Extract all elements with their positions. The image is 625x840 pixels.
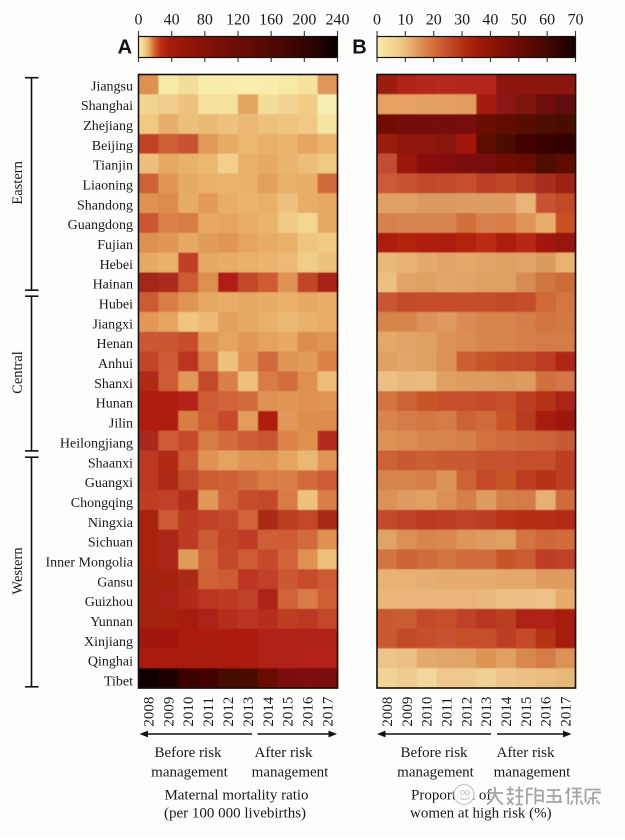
svg-text:Tibet: Tibet bbox=[104, 675, 133, 690]
svg-text:Proportion of: Proportion of bbox=[411, 788, 491, 804]
svg-text:20: 20 bbox=[426, 12, 442, 29]
svg-text:management: management bbox=[494, 765, 571, 781]
svg-text:2008: 2008 bbox=[141, 697, 157, 727]
svg-text:Xinjiang: Xinjiang bbox=[84, 635, 133, 650]
svg-text:2013: 2013 bbox=[241, 697, 257, 727]
svg-text:management: management bbox=[252, 765, 329, 781]
svg-text:2013: 2013 bbox=[479, 697, 495, 727]
svg-text:30: 30 bbox=[454, 12, 470, 29]
svg-text:2012: 2012 bbox=[221, 697, 237, 727]
svg-text:Guangxi: Guangxi bbox=[85, 476, 133, 491]
svg-text:Ningxia: Ningxia bbox=[88, 516, 134, 531]
svg-text:10: 10 bbox=[397, 12, 413, 29]
svg-text:0: 0 bbox=[373, 12, 381, 29]
svg-text:management: management bbox=[397, 765, 474, 781]
svg-text:2014: 2014 bbox=[261, 696, 277, 727]
svg-text:Hainan: Hainan bbox=[93, 278, 133, 293]
svg-text:240: 240 bbox=[326, 12, 350, 29]
svg-text:Beijing: Beijing bbox=[92, 139, 133, 154]
svg-text:120: 120 bbox=[226, 12, 250, 29]
svg-text:Zhejiang: Zhejiang bbox=[83, 119, 133, 134]
svg-text:Before risk: Before risk bbox=[400, 745, 468, 761]
svg-text:160: 160 bbox=[259, 12, 283, 29]
svg-text:2014: 2014 bbox=[499, 696, 515, 727]
svg-text:Before risk: Before risk bbox=[154, 745, 222, 761]
svg-text:Liaoning: Liaoning bbox=[82, 179, 133, 194]
svg-text:Fujian: Fujian bbox=[97, 238, 133, 253]
svg-text:Chongqing: Chongqing bbox=[71, 496, 133, 511]
svg-text:Gansu: Gansu bbox=[97, 575, 133, 590]
svg-text:(per 100 000 livebirths): (per 100 000 livebirths) bbox=[164, 806, 306, 822]
svg-text:2015: 2015 bbox=[519, 697, 535, 727]
svg-text:Guangdong: Guangdong bbox=[68, 218, 133, 233]
svg-text:B: B bbox=[352, 37, 366, 59]
svg-text:After risk: After risk bbox=[497, 745, 555, 761]
svg-text:2008: 2008 bbox=[380, 697, 396, 727]
svg-text:Hubei: Hubei bbox=[99, 298, 133, 313]
svg-text:2017: 2017 bbox=[321, 696, 337, 727]
svg-text:2016: 2016 bbox=[301, 696, 317, 727]
svg-text:40: 40 bbox=[164, 12, 180, 29]
svg-text:Shanxi: Shanxi bbox=[94, 377, 133, 392]
svg-text:Shandong: Shandong bbox=[77, 198, 133, 213]
svg-text:2009: 2009 bbox=[161, 697, 177, 727]
svg-text:70: 70 bbox=[568, 12, 584, 29]
svg-text:2009: 2009 bbox=[400, 697, 416, 727]
svg-text:2015: 2015 bbox=[281, 697, 297, 727]
svg-text:Yunnan: Yunnan bbox=[90, 615, 133, 630]
svg-text:Maternal mortality ratio: Maternal mortality ratio bbox=[164, 788, 308, 804]
svg-text:Jiangxi: Jiangxi bbox=[93, 317, 134, 332]
svg-text:2017: 2017 bbox=[559, 696, 575, 727]
svg-text:Hebei: Hebei bbox=[100, 258, 134, 273]
svg-text:Tianjin: Tianjin bbox=[93, 159, 133, 174]
svg-text:Jiangsu: Jiangsu bbox=[91, 79, 133, 94]
svg-text:Qinghai: Qinghai bbox=[88, 655, 133, 670]
svg-text:management: management bbox=[151, 765, 228, 781]
svg-text:40: 40 bbox=[482, 12, 498, 29]
svg-text:After risk: After risk bbox=[255, 745, 313, 761]
svg-text:Central: Central bbox=[10, 351, 26, 394]
svg-text:2011: 2011 bbox=[439, 697, 455, 726]
svg-text:Shanghai: Shanghai bbox=[81, 99, 133, 114]
svg-text:Western: Western bbox=[10, 547, 26, 595]
svg-text:80: 80 bbox=[197, 12, 213, 29]
svg-text:Eastern: Eastern bbox=[10, 160, 26, 204]
svg-text:Heilongjiang: Heilongjiang bbox=[60, 436, 133, 451]
svg-text:2010: 2010 bbox=[181, 697, 197, 727]
svg-text:200: 200 bbox=[292, 12, 316, 29]
svg-text:Hunan: Hunan bbox=[96, 397, 133, 412]
svg-text:Inner Mongolia: Inner Mongolia bbox=[46, 555, 134, 570]
svg-text:2010: 2010 bbox=[420, 697, 436, 727]
svg-text:Henan: Henan bbox=[96, 337, 133, 352]
svg-text:Jilin: Jilin bbox=[109, 417, 133, 432]
svg-text:Anhui: Anhui bbox=[98, 357, 133, 372]
svg-text:2011: 2011 bbox=[201, 697, 217, 726]
svg-text:women at high risk (%): women at high risk (%) bbox=[410, 806, 552, 822]
svg-text:60: 60 bbox=[539, 12, 555, 29]
svg-text:Guizhou: Guizhou bbox=[85, 595, 133, 610]
svg-text:Shaanxi: Shaanxi bbox=[88, 456, 133, 471]
svg-text:A: A bbox=[118, 37, 132, 59]
svg-text:Sichuan: Sichuan bbox=[88, 536, 133, 551]
svg-text:2012: 2012 bbox=[459, 697, 475, 727]
svg-text:2016: 2016 bbox=[539, 696, 555, 727]
svg-text:50: 50 bbox=[511, 12, 527, 29]
svg-text:0: 0 bbox=[135, 12, 143, 29]
